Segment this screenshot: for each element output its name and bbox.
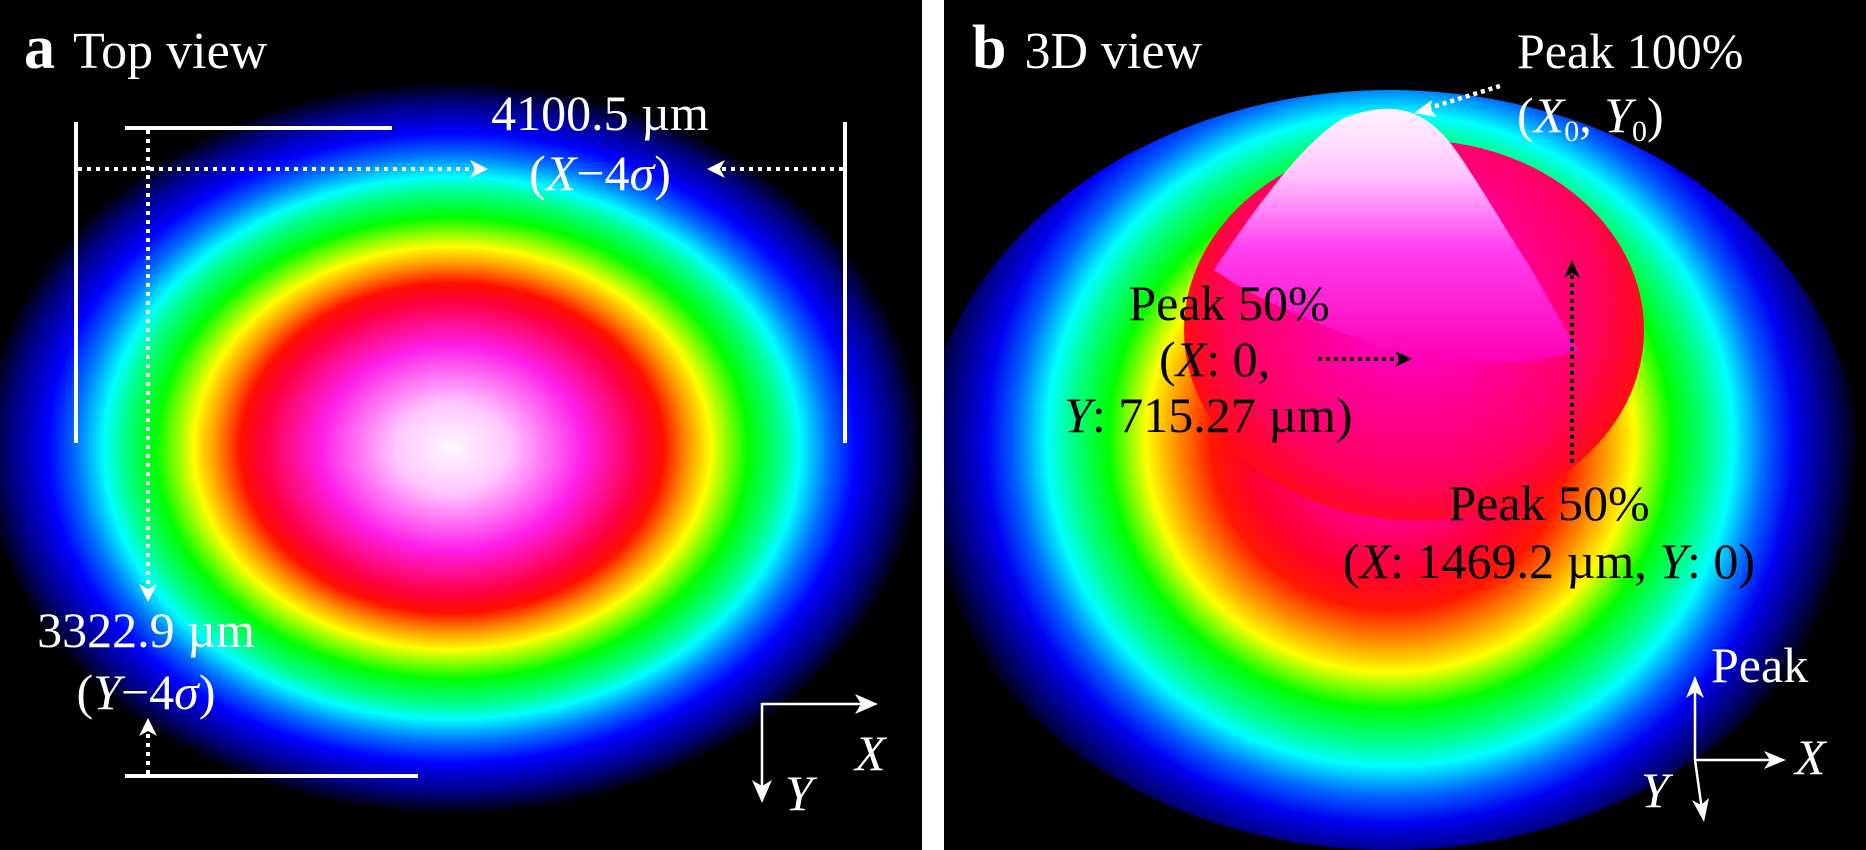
arrowhead-icon bbox=[1395, 351, 1412, 367]
text-fragment: ) bbox=[198, 664, 216, 720]
text-fragment: Y bbox=[93, 664, 121, 720]
text-fragment: X bbox=[1175, 331, 1207, 387]
text-fragment: Y bbox=[1604, 87, 1633, 143]
text-fragment: X bbox=[545, 145, 577, 201]
text-fragment: : 0) bbox=[1687, 533, 1756, 589]
text-fragment: ( bbox=[1342, 533, 1360, 589]
text-fragment: : 0, bbox=[1206, 331, 1271, 387]
text-fragment: 0 bbox=[1632, 115, 1648, 148]
peak-half-y-x: (X: 0, bbox=[1059, 334, 1399, 384]
peak-dome bbox=[1214, 108, 1579, 364]
text-fragment: X bbox=[1795, 729, 1826, 785]
text-fragment: ( bbox=[1517, 87, 1534, 143]
text-fragment: Y bbox=[1641, 762, 1669, 818]
axis-indicator bbox=[752, 694, 878, 803]
arrowhead-icon bbox=[1564, 260, 1580, 278]
text-fragment: Y bbox=[1064, 387, 1092, 443]
y-width-label: 3322.9 µm (Y−4σ) bbox=[16, 605, 276, 717]
arrowhead-icon bbox=[470, 160, 488, 178]
axis-indicator-3d bbox=[1686, 676, 1786, 822]
beam-profile-top-view bbox=[0, 0, 922, 850]
peak-axis-arrow-icon bbox=[1686, 676, 1704, 698]
panel-title: 3D view bbox=[1024, 23, 1203, 80]
peak-half-y-title: Peak 50% bbox=[1128, 275, 1330, 331]
peak-half-x-coords: (X: 1469.2 µm, Y: 0) bbox=[1329, 536, 1769, 586]
peak-half-x-label: Peak 50% (X: 1469.2 µm, Y: 0) bbox=[1329, 478, 1769, 586]
y-axis-arrow-icon bbox=[752, 780, 772, 803]
peak-half-y-label: Peak 50% (X: 0, Y: 715.27 µm) bbox=[1059, 278, 1399, 440]
panel-3d-view: b 3D view Peak 100% (X0, Y0) Peak 50% (X… bbox=[944, 0, 1866, 850]
panel-top-view: a Top view 4100.5 µm (X−4σ) 3322.9 µm (Y… bbox=[0, 0, 922, 850]
y-width-method: (Y−4σ) bbox=[16, 667, 276, 717]
text-fragment: −4 bbox=[120, 664, 175, 720]
panel-letter: b bbox=[972, 14, 1007, 82]
text-fragment: 0 bbox=[1564, 115, 1580, 148]
arrowhead-icon bbox=[707, 160, 725, 178]
text-fragment: ) bbox=[654, 145, 671, 201]
text-fragment: σ bbox=[174, 664, 199, 720]
y-axis-label: Y bbox=[785, 768, 813, 818]
text-fragment: ( bbox=[1159, 331, 1176, 387]
x-axis-arrow-icon bbox=[855, 694, 878, 714]
panel-title: Top view bbox=[73, 23, 268, 80]
peak-top-coords: (X0, Y0) bbox=[1517, 87, 1743, 147]
x-width-label: 4100.5 µm (X−4σ) bbox=[472, 88, 728, 198]
peak-half-y-y: Y: 715.27 µm) bbox=[1059, 390, 1399, 440]
peak-top-title: Peak 100% bbox=[1517, 23, 1744, 79]
panel-letter: a bbox=[24, 14, 55, 82]
x-axis-arrow-icon bbox=[1764, 751, 1786, 769]
intensity-map bbox=[0, 82, 922, 814]
text-fragment: ) bbox=[1647, 87, 1664, 143]
arrowhead-icon bbox=[139, 584, 157, 602]
y-width-value: 3322.9 µm bbox=[37, 602, 255, 658]
x-width-method: (X−4σ) bbox=[472, 148, 728, 198]
text-fragment: Y bbox=[1659, 533, 1688, 589]
x-width-value: 4100.5 µm bbox=[491, 85, 709, 141]
text-fragment: ( bbox=[529, 145, 546, 201]
peak-half-x-title: Peak 50% bbox=[1448, 475, 1650, 531]
text-fragment: ( bbox=[76, 664, 94, 720]
text-fragment: : 1469.2 µm, bbox=[1390, 533, 1660, 589]
text-fragment: : 715.27 µm) bbox=[1091, 387, 1353, 443]
arrowhead-icon bbox=[1414, 100, 1437, 117]
y-axis-arrow-icon bbox=[1692, 798, 1709, 822]
y-axis-label: Y bbox=[1641, 765, 1669, 815]
peak-top-label: Peak 100% (X0, Y0) bbox=[1517, 23, 1744, 147]
x-axis-label: X bbox=[855, 728, 886, 778]
peak-top-arrow bbox=[1425, 83, 1501, 112]
text-fragment: σ bbox=[629, 145, 655, 201]
panel-label: a Top view bbox=[24, 17, 267, 79]
panel-label: b 3D view bbox=[972, 17, 1202, 79]
text-fragment: Y bbox=[785, 765, 813, 821]
text-fragment: −4 bbox=[576, 145, 630, 201]
panel-divider bbox=[922, 0, 944, 850]
text-fragment: X bbox=[1359, 533, 1391, 589]
text-fragment: X bbox=[855, 725, 886, 781]
text-fragment: , bbox=[1579, 87, 1605, 143]
text-fragment: X bbox=[1533, 87, 1565, 143]
beam-profile-3d-view bbox=[944, 0, 1866, 850]
peak-axis-label: Peak bbox=[1711, 637, 1809, 693]
arrowhead-icon bbox=[139, 718, 157, 736]
x-axis-label: X bbox=[1795, 732, 1826, 782]
